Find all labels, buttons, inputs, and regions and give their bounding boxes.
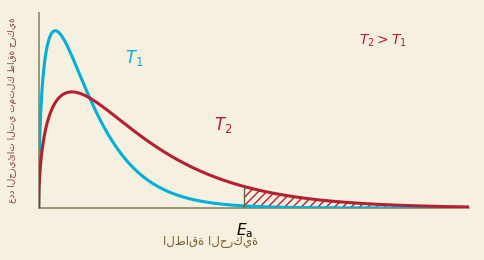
Text: $E_\mathrm{a}$: $E_\mathrm{a}$: [236, 222, 253, 240]
Text: عدد الجزيئات التي تمتلك طاقة حركية: عدد الجزيئات التي تمتلك طاقة حركية: [8, 18, 17, 203]
Text: $T_2$: $T_2$: [214, 115, 233, 135]
Text: $T_1$: $T_1$: [125, 48, 143, 68]
Text: الطاقة الحركية: الطاقة الحركية: [164, 235, 258, 248]
Text: $T_2 > T_1$: $T_2 > T_1$: [360, 32, 407, 49]
